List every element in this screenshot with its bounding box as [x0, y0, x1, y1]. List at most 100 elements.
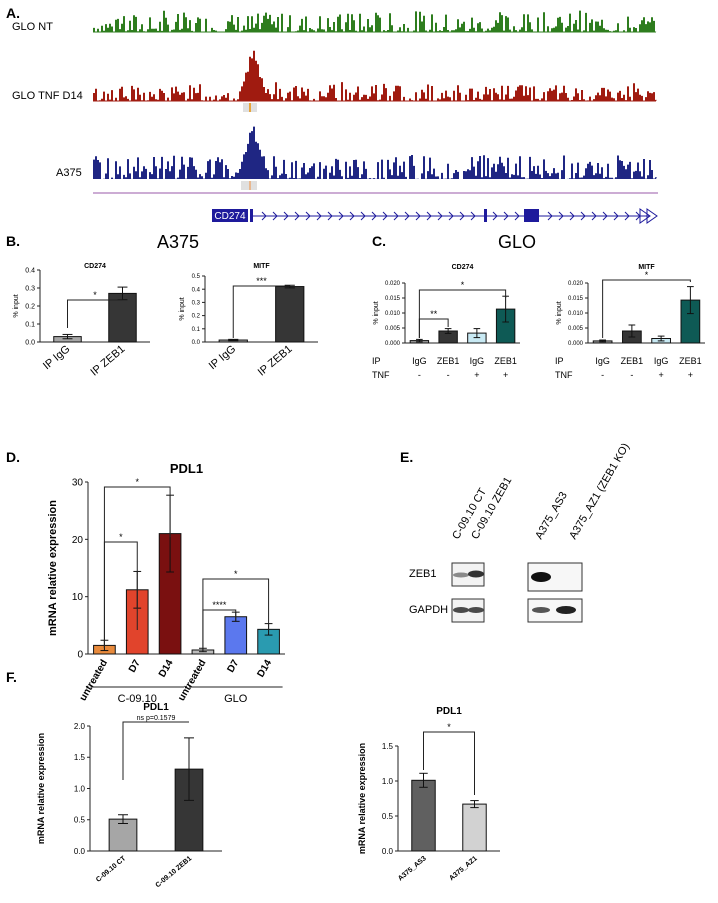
chart-b-cd274: CD274 0.0 0.1 0.2 0.3 0.4 % input IP IgG IP ZEB1… — [13, 263, 150, 379]
y-axis-label: % input — [556, 301, 563, 324]
track-signal-a375 — [93, 126, 657, 179]
panel-label-a: A. — [6, 5, 20, 21]
strand-arrow — [591, 211, 597, 221]
chart-title: CD274 — [84, 263, 106, 270]
significance-label: * — [119, 532, 123, 542]
gene-exon-3 — [524, 209, 539, 222]
strand-arrow — [327, 211, 333, 221]
strand-arrow — [283, 211, 289, 221]
tnf-sign: + — [474, 370, 479, 380]
x-tick-label: IP IgG — [41, 343, 72, 372]
row-label-ip: IP — [372, 356, 381, 366]
bar-a375-as3 — [411, 779, 436, 852]
x-tick-label: IP ZEB1 — [256, 343, 295, 378]
significance-bracket — [418, 289, 507, 338]
y-tick-label: 0.015 — [385, 296, 401, 302]
strand-arrow — [415, 211, 421, 221]
y-tick-label: 0.0 — [192, 340, 201, 346]
band-gapdh-a375-as3 — [532, 607, 550, 613]
x-tick-label: A375_AS3 — [397, 855, 428, 882]
significance-label: * — [234, 569, 238, 579]
chart-b-mitf: MITF 0.0 0.1 0.2 0.3 0.4 0.5 % input IP IgG IP ZE… — [179, 263, 318, 379]
tnf-sign: + — [503, 370, 508, 380]
peak-marker-tnf — [249, 103, 251, 112]
gene-model-cd274: CD274 — [212, 208, 658, 224]
x-tick-label: ZEB1 — [494, 356, 517, 366]
panel-label-d: D. — [6, 449, 20, 465]
strand-arrow — [624, 211, 630, 221]
y-tick-label: 0.5 — [192, 274, 201, 280]
significance-bracket — [67, 299, 123, 328]
y-tick-label: 0.020 — [568, 281, 584, 287]
significance-label: ** — [430, 309, 438, 319]
bar-ip-zeb1 — [108, 292, 137, 343]
y-tick-label: 0.3 — [192, 301, 201, 307]
x-tick-label: IgG — [654, 356, 669, 366]
track-signal-glo-tnf-d14 — [93, 50, 657, 101]
significance-label: ns p=0.1579 — [137, 715, 176, 722]
y-axis-label: % input — [179, 297, 186, 320]
x-tick-label: A375_AZ1 — [448, 855, 479, 882]
strand-arrow — [382, 211, 388, 221]
strand-arrow — [569, 211, 575, 221]
x-tick-label: IP IgG — [207, 343, 238, 372]
y-tick-label: 0.005 — [568, 326, 584, 332]
blot-gapdh-right — [527, 598, 583, 623]
y-tick-label: 20 — [72, 535, 84, 546]
significance-bracket — [602, 279, 691, 338]
x-tick-label: D14 — [255, 658, 274, 680]
tnf-sign: - — [418, 370, 421, 380]
panel-label-e: E. — [400, 449, 413, 465]
y-tick-label: 0.5 — [74, 816, 86, 825]
strand-arrow — [459, 211, 465, 221]
band-zeb1-c0910-ct — [453, 572, 469, 578]
y-tick-label: 0.3 — [25, 285, 35, 292]
chart-c-mitf: MITF 0.000 0.005 0.010 0.015 0.020 % input IgG Z… — [555, 264, 705, 380]
track-signal-glo-nt — [93, 10, 657, 32]
panel-label-c: C. — [372, 233, 386, 249]
x-tick-label: IP ZEB1 — [88, 343, 127, 378]
x-tick-label: D7 — [225, 658, 241, 675]
chart-title: CD274 — [452, 264, 474, 271]
blot-row-label-zeb1: ZEB1 — [409, 568, 437, 580]
strand-arrow — [272, 211, 278, 221]
track-label-glo-tnf-d14: GLO TNF D14 — [12, 90, 83, 102]
strand-arrow — [470, 211, 476, 221]
chart-f-pdl1-c0910: PDL1 0.0 0.5 1.0 1.5 2.0 mRNA relative express… — [36, 702, 222, 889]
lane-label-a375-az1: A375_AZ1 (ZEB1 KO) — [567, 441, 632, 541]
chart-title: PDL1 — [170, 461, 203, 476]
strand-arrow — [338, 211, 344, 221]
significance-label: * — [135, 477, 139, 487]
y-axis-label: % input — [13, 294, 20, 317]
y-tick-label: 0.020 — [385, 281, 401, 287]
peak-marker-a375 — [249, 181, 251, 190]
row-label-ip: IP — [555, 356, 564, 366]
blot-row-label-gapdh: GAPDH — [409, 604, 448, 616]
row-label-tnf: TNF — [372, 370, 390, 380]
panel-label-f: F. — [6, 669, 17, 685]
tnf-sign: - — [630, 370, 633, 380]
x-tick-label: D7 — [127, 658, 143, 675]
strand-arrow — [294, 211, 300, 221]
significance-label: * — [461, 280, 465, 290]
y-axis-label: mRNA relative expression — [47, 500, 59, 636]
x-tick-label: IgG — [595, 356, 610, 366]
strand-arrow — [437, 211, 443, 221]
y-tick-label: 0.2 — [192, 314, 201, 320]
group-label-c-09-10: C-09.10 — [118, 693, 157, 705]
tnf-sign: - — [447, 370, 450, 380]
x-tick-label: untreated — [176, 658, 208, 703]
gene-exon-2 — [484, 209, 487, 222]
strand-arrow — [503, 211, 509, 221]
group-label-glo: GLO — [224, 693, 248, 705]
y-tick-label: 0.1 — [25, 321, 35, 328]
lane-label-a375-as3: A375_AS3 — [533, 490, 570, 542]
chart-title: MITF — [253, 263, 270, 270]
gene-strand-arrows — [261, 208, 658, 224]
strand-arrow — [547, 211, 553, 221]
significance-label: * — [93, 290, 97, 300]
strand-arrow — [580, 211, 586, 221]
significance-label: * — [447, 722, 451, 732]
y-tick-label: 0.4 — [25, 267, 35, 274]
